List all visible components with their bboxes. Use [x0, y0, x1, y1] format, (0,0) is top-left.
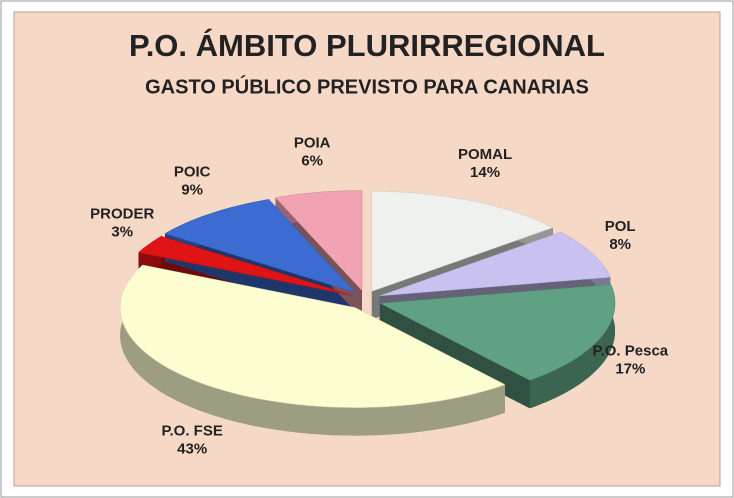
slice-label: POIA [294, 135, 331, 152]
slice [119, 264, 506, 408]
slice [379, 284, 616, 381]
slice-value-label: 8% [609, 236, 631, 253]
slice [379, 231, 611, 297]
slice [138, 236, 352, 296]
slice [164, 199, 357, 293]
slice-value-label: 9% [181, 181, 203, 198]
chart-title: P.O. ÁMBITO PLURIRREGIONAL [129, 28, 605, 63]
slice-value-label: 43% [177, 441, 207, 458]
slice-label: P.O. Pesca [593, 342, 669, 359]
slice-value-label: 3% [111, 224, 133, 241]
slice-value-label: 6% [301, 153, 323, 170]
slice-rim [529, 284, 615, 409]
slice-value-label: 17% [615, 360, 645, 377]
slice-label: POL [605, 218, 636, 235]
slice-label: POMAL [458, 146, 512, 163]
slice-label: PRODER [90, 206, 154, 223]
slice [274, 190, 363, 292]
slice-value-label: 14% [470, 164, 500, 181]
slice-label: POIC [174, 163, 211, 180]
slice-rim [120, 265, 505, 436]
slice-label: P.O. FSE [161, 423, 222, 440]
slice [371, 191, 554, 292]
chart-subtitle: GASTO PÚBLICO PREVISTO PARA CANARIAS [145, 74, 589, 98]
